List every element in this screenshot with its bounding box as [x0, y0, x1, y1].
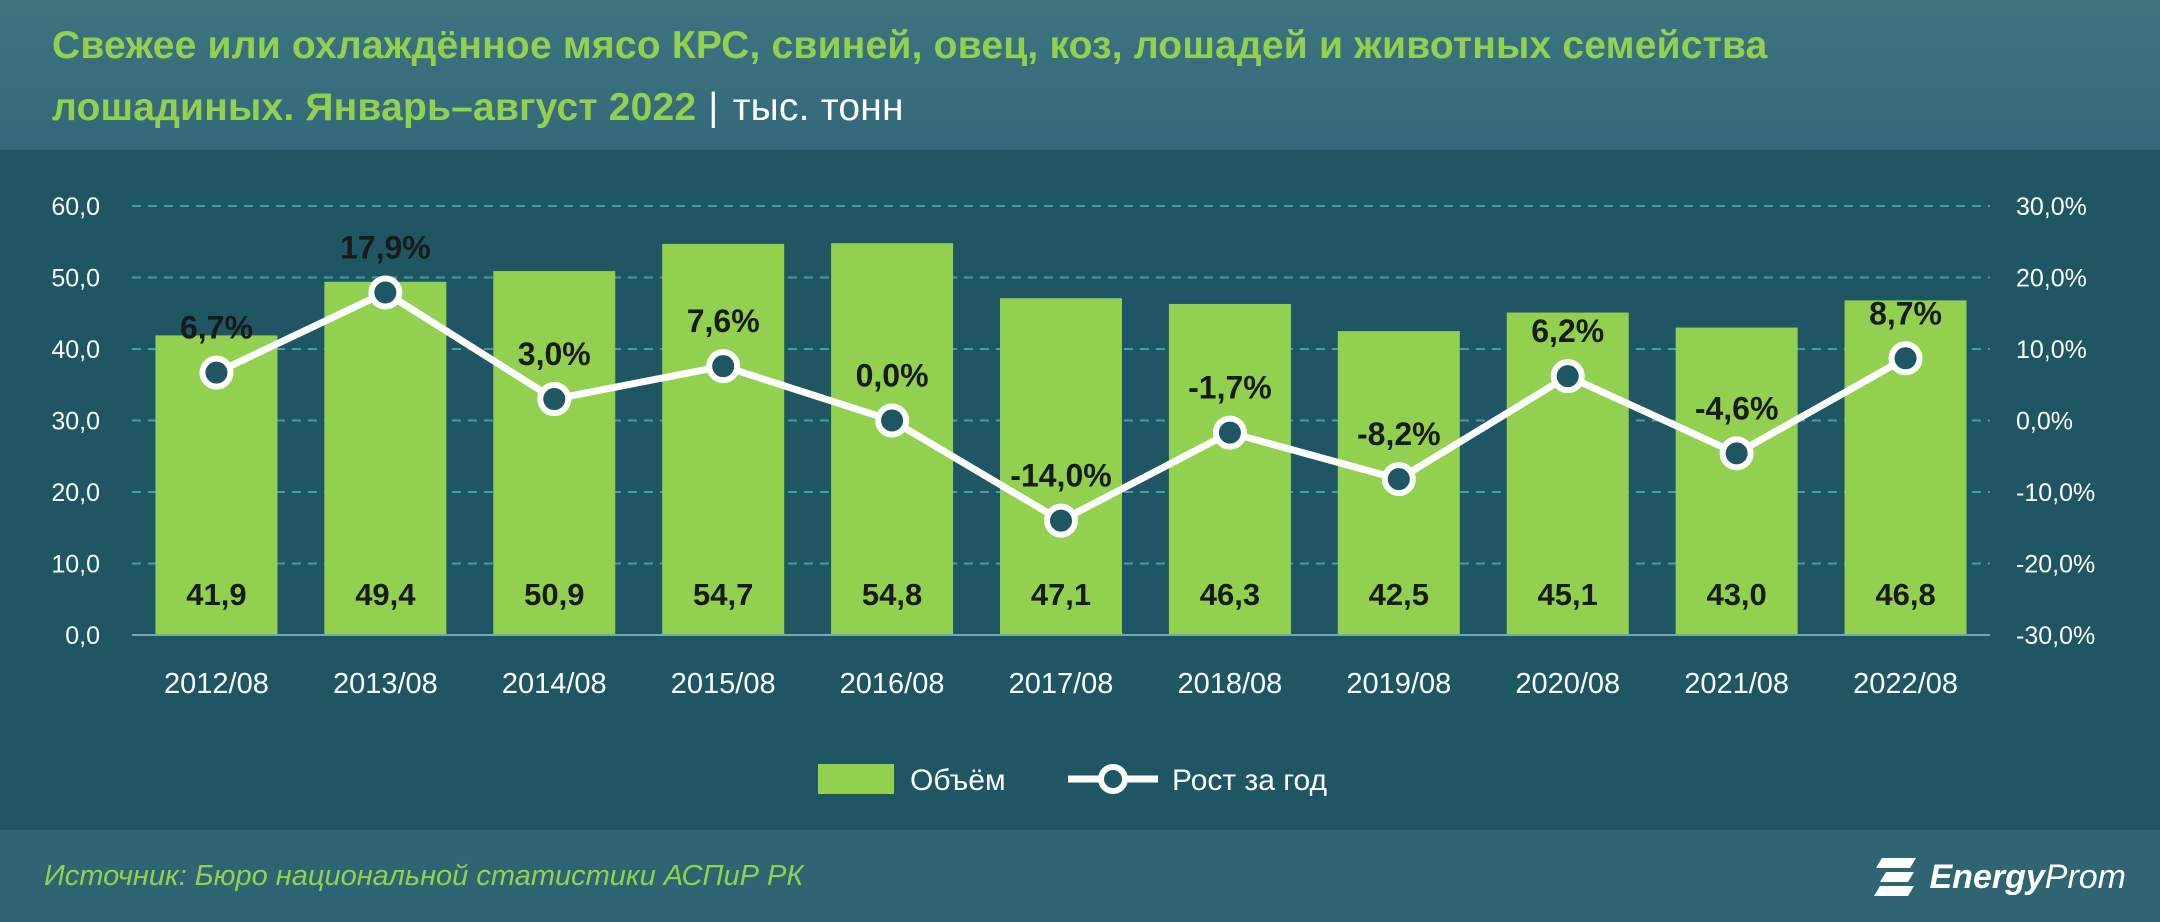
chart-panel: 0,0 10,0 20,0 30,0 40,0 50,0 60,0 -30,0% -20,0%…	[0, 150, 2160, 830]
bar-value-label: 42,5	[1369, 577, 1429, 612]
legend: Объём Рост за год	[818, 764, 1327, 797]
growth-marker	[1888, 341, 1923, 376]
logo-wordmark-bold: Energy	[1929, 857, 2045, 896]
growth-marker	[706, 349, 741, 384]
category-label: 2017/08	[1009, 668, 1114, 700]
category-label: 2014/08	[502, 668, 607, 700]
growth-marker	[1550, 359, 1585, 394]
growth-marker	[875, 403, 910, 438]
legend-line-label: Рост за год	[1172, 764, 1327, 797]
bar-value-labels: 41,9 49,4 50,9 54,7 54,8 47,1 46,3 42,5 45,1 43,0…	[186, 577, 1935, 612]
bar-value-label: 46,3	[1200, 577, 1260, 612]
footer: Источник: Бюро национальной статистики А…	[0, 830, 2160, 922]
category-label: 2015/08	[671, 668, 776, 700]
growth-value-label: 8,7%	[1869, 295, 1942, 331]
growth-marker	[199, 355, 234, 390]
bar-value-label: 47,1	[1031, 577, 1091, 612]
bar-value-label: 43,0	[1706, 577, 1766, 612]
chart-title-line-1: Свежее или охлаждённое мясо КРС, свиней,…	[52, 24, 1768, 67]
growth-value-label: 3,0%	[518, 336, 591, 372]
bar-value-label: 54,8	[862, 577, 922, 612]
right-tick-label: -10,0%	[2016, 479, 2095, 507]
growth-marker	[1381, 462, 1416, 497]
right-tick-label: -30,0%	[2016, 622, 2095, 650]
category-label: 2016/08	[840, 668, 945, 700]
bar-value-label: 49,4	[355, 577, 416, 612]
left-tick-label: 50,0	[51, 265, 100, 293]
logo-wordmark-light: Prom	[2044, 857, 2126, 896]
right-axis-ticks: -30,0% -20,0% -10,0% 0,0% 10,0% 20,0% 30,0%	[2016, 193, 2095, 650]
left-tick-label: 30,0	[51, 408, 100, 436]
growth-value-label: -4,6%	[1695, 390, 1779, 426]
logo-wordmark: EnergyProm	[1930, 858, 2127, 897]
right-tick-label: 10,0%	[2016, 336, 2087, 364]
left-tick-label: 0,0	[65, 622, 100, 650]
bar-value-label: 41,9	[186, 577, 246, 612]
growth-value-label: -1,7%	[1188, 370, 1272, 406]
energyprom-logo-icon	[1873, 858, 1916, 896]
growth-value-label: 7,6%	[687, 303, 760, 339]
category-label: 2018/08	[1177, 668, 1282, 700]
growth-marker	[1044, 503, 1078, 538]
growth-value-label: -14,0%	[1010, 458, 1111, 494]
right-tick-label: 20,0%	[2016, 265, 2087, 293]
left-axis-ticks: 0,0 10,0 20,0 30,0 40,0 50,0 60,0	[51, 193, 100, 650]
chart-title-line-2: лошадиных. Январь–август 2022 | тыс. тонн	[52, 86, 904, 130]
growth-value-label: -8,2%	[1357, 416, 1441, 452]
growth-value-labels: 6,7% 17,9% 3,0% 7,6% 0,0% -14,0% -1,7% -8,2% 6,2…	[180, 230, 1942, 494]
energyprom-logo: EnergyProm	[1873, 850, 2127, 904]
left-tick-label: 20,0	[51, 479, 100, 507]
header: Свежее или охлаждённое мясо КРС, свиней,…	[0, 0, 2160, 150]
growth-marker	[1212, 415, 1247, 450]
bar	[1000, 298, 1122, 635]
category-label: 2019/08	[1346, 668, 1451, 700]
growth-value-label: 0,0%	[856, 358, 929, 394]
bar	[324, 281, 447, 635]
source-note: Источник: Бюро национальной статистики А…	[44, 860, 804, 892]
right-tick-label: -20,0%	[2016, 551, 2095, 579]
bar	[831, 243, 954, 635]
bar-value-label: 50,9	[524, 577, 584, 612]
chart-unit: тыс. тонн	[732, 86, 904, 129]
bar	[662, 243, 785, 635]
legend-line-marker	[1098, 764, 1128, 794]
growth-markers	[199, 275, 1923, 538]
left-tick-label: 60,0	[51, 193, 100, 221]
bar	[493, 271, 616, 635]
bar	[1168, 303, 1291, 635]
growth-marker	[1719, 436, 1754, 471]
bar-value-label: 46,8	[1875, 577, 1935, 612]
category-labels: 2012/08 2013/08 2014/08 2015/08 2016/08 2017/…	[164, 668, 1958, 700]
growth-value-label: 17,9%	[340, 230, 431, 266]
category-label: 2012/08	[164, 668, 269, 700]
chart-title-line-2-text: лошадиных. Январь–август 2022	[52, 86, 697, 129]
category-label: 2021/08	[1684, 668, 1789, 700]
bar-value-label: 54,7	[693, 577, 753, 612]
left-tick-label: 10,0	[51, 551, 100, 579]
growth-marker	[368, 275, 403, 310]
legend-bar-label: Объём	[910, 764, 1006, 797]
combo-chart: 0,0 10,0 20,0 30,0 40,0 50,0 60,0 -30,0% -20,0%…	[51, 193, 2095, 797]
category-label: 2022/08	[1853, 668, 1958, 700]
right-tick-label: 0,0%	[2016, 408, 2073, 436]
growth-value-label: 6,7%	[180, 310, 253, 346]
growth-value-label: 6,2%	[1531, 313, 1604, 349]
category-label: 2013/08	[333, 668, 438, 700]
growth-marker	[537, 382, 572, 417]
legend-bar-swatch	[818, 764, 894, 794]
bar	[1675, 327, 1798, 635]
category-label: 2020/08	[1515, 668, 1620, 700]
left-tick-label: 40,0	[51, 336, 100, 364]
bar-value-label: 45,1	[1538, 577, 1598, 612]
title-separator: |	[708, 86, 719, 129]
right-tick-label: 30,0%	[2016, 193, 2087, 221]
